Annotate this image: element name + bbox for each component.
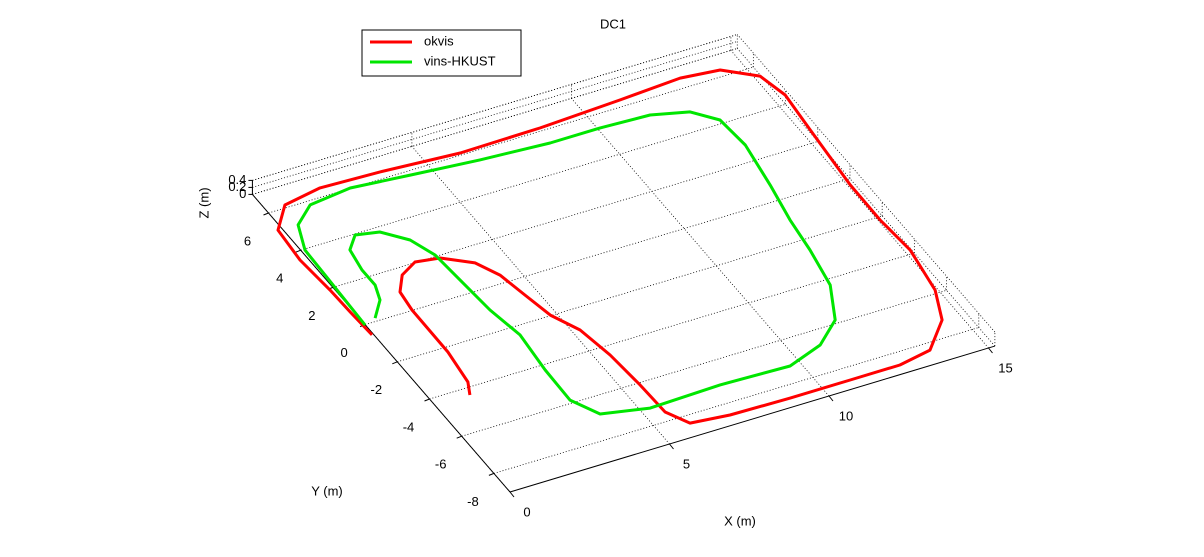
x-tick-label: 0 [523, 504, 530, 519]
x-tick-label: 15 [998, 360, 1012, 375]
tick-mark [488, 472, 495, 476]
y-tick-label: 6 [244, 233, 251, 248]
legend-box [361, 29, 522, 77]
y-axis-label: Y (m) [311, 483, 343, 498]
grid-line [252, 34, 738, 181]
legend-label: okvis [424, 33, 454, 48]
tick-mark [669, 443, 674, 450]
grid-line [300, 103, 786, 251]
grid-line [461, 289, 947, 437]
y-tick-label: -2 [371, 382, 383, 397]
y-axis [252, 194, 511, 493]
tick-mark [424, 398, 430, 402]
grid-line [252, 41, 738, 188]
grid-line [364, 178, 851, 325]
y-tick-label: 2 [308, 308, 315, 323]
z-axis-label: Z (m) [196, 187, 211, 218]
x-tick-label: 10 [839, 408, 853, 423]
tick-mark [456, 435, 462, 439]
tick-mark [263, 212, 269, 216]
grid-line [429, 252, 915, 400]
x-axis-label: X (m) [724, 513, 756, 528]
y-tick-label: 0 [340, 345, 347, 360]
tick-mark [295, 249, 301, 253]
x-axis [509, 345, 996, 493]
tick-mark [392, 361, 398, 365]
tick-mark [509, 491, 515, 498]
z-tick-label: 0 [239, 186, 246, 201]
grid-line [252, 48, 738, 195]
y-tick-label: 4 [276, 271, 283, 286]
x-tick-label: 5 [683, 456, 690, 471]
y-tick-label: -4 [403, 419, 415, 434]
grid-line [493, 327, 979, 474]
z-tick-label: 0.2 [228, 179, 246, 194]
y-tick-label: -6 [435, 457, 447, 472]
trajectory [296, 110, 837, 416]
tick-mark [988, 347, 993, 354]
y-tick-label: -8 [467, 494, 479, 509]
tick-mark [828, 395, 834, 402]
chart-title: DC1 [600, 16, 626, 31]
grid-line [397, 215, 883, 363]
legend-label: vins-HKUST [424, 53, 496, 68]
z-tick-label: 0.4 [228, 172, 246, 187]
